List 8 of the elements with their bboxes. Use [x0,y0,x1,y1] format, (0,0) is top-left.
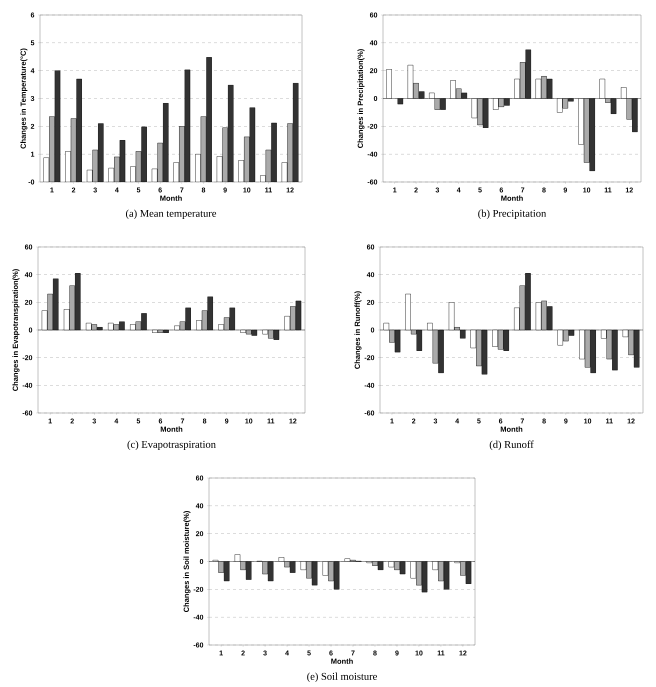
bar [136,151,142,182]
bar [200,116,206,182]
text: (d) Runoff [490,440,534,450]
text: (b) Precipitation [478,210,546,220]
text: (c) Evapotraspiration [127,440,216,450]
text: (a) Mean temperature [126,210,216,220]
text: (e) Soil moisture [307,672,377,682]
bar [54,70,60,182]
